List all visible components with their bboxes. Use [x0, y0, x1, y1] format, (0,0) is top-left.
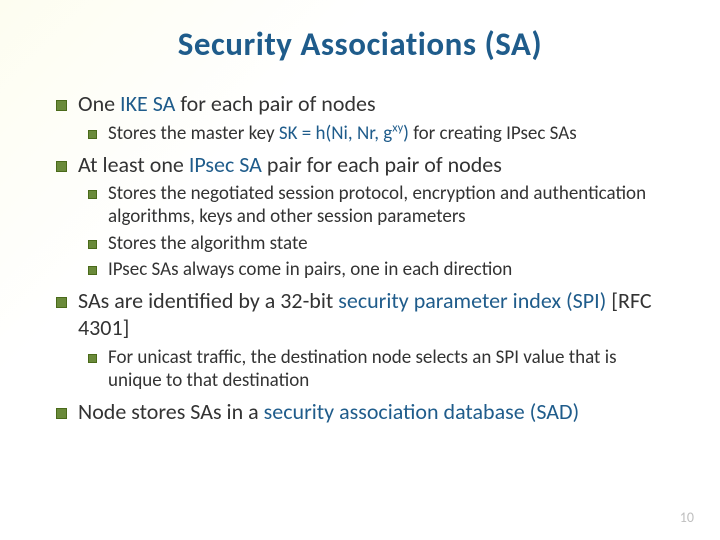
- bullet-list: One IKE SA for each pair of nodes Stores…: [50, 90, 670, 426]
- text: Node stores SAs in a: [78, 398, 264, 425]
- bullet-ike-sa: One IKE SA for each pair of nodes Stores…: [78, 90, 670, 145]
- text: One: [78, 90, 120, 117]
- sublist: Stores the master key SK = h(Ni, Nr, gxy…: [78, 122, 670, 145]
- subbullet-unicast: For unicast traffic, the destination nod…: [108, 346, 670, 392]
- text: for creating IPsec SAs: [409, 122, 577, 145]
- slide: Security Associations (SA) One IKE SA fo…: [0, 0, 720, 426]
- subbullet-master-key: Stores the master key SK = h(Ni, Nr, gxy…: [108, 122, 670, 145]
- text: SAs are identified by a 32-bit: [78, 287, 338, 314]
- page-number: 10: [680, 509, 694, 526]
- bullet-sad: Node stores SAs in a security associatio…: [78, 398, 670, 426]
- highlight: security parameter index (SPI): [338, 287, 606, 314]
- highlight: security association database (SAD): [264, 398, 580, 425]
- subbullet-negotiated: Stores the negotiated session protocol, …: [108, 182, 670, 228]
- slide-title: Security Associations (SA): [50, 24, 670, 64]
- sublist: Stores the negotiated session protocol, …: [78, 182, 670, 281]
- bullet-spi: SAs are identified by a 32-bit security …: [78, 287, 670, 392]
- t: SK = h(N: [279, 122, 344, 145]
- subbullet-algo-state: Stores the algorithm state: [108, 232, 670, 255]
- sublist: For unicast traffic, the destination nod…: [78, 346, 670, 392]
- highlight: IKE SA: [120, 90, 175, 117]
- subbullet-pairs: IPsec SAs always come in pairs, one in e…: [108, 258, 670, 281]
- bullet-ipsec-sa: At least one IPsec SA pair for each pair…: [78, 151, 670, 281]
- text: for each pair of nodes: [175, 90, 375, 117]
- text: Stores the master key: [108, 122, 279, 145]
- text: pair for each pair of nodes: [262, 151, 502, 178]
- highlight: IPsec SA: [189, 151, 262, 178]
- text: At least one: [78, 151, 189, 178]
- highlight: SK = h(Ni, Nr, gxy): [279, 122, 409, 145]
- t: , N: [348, 122, 369, 145]
- superscript: xy: [392, 120, 403, 135]
- t: , g: [374, 122, 392, 145]
